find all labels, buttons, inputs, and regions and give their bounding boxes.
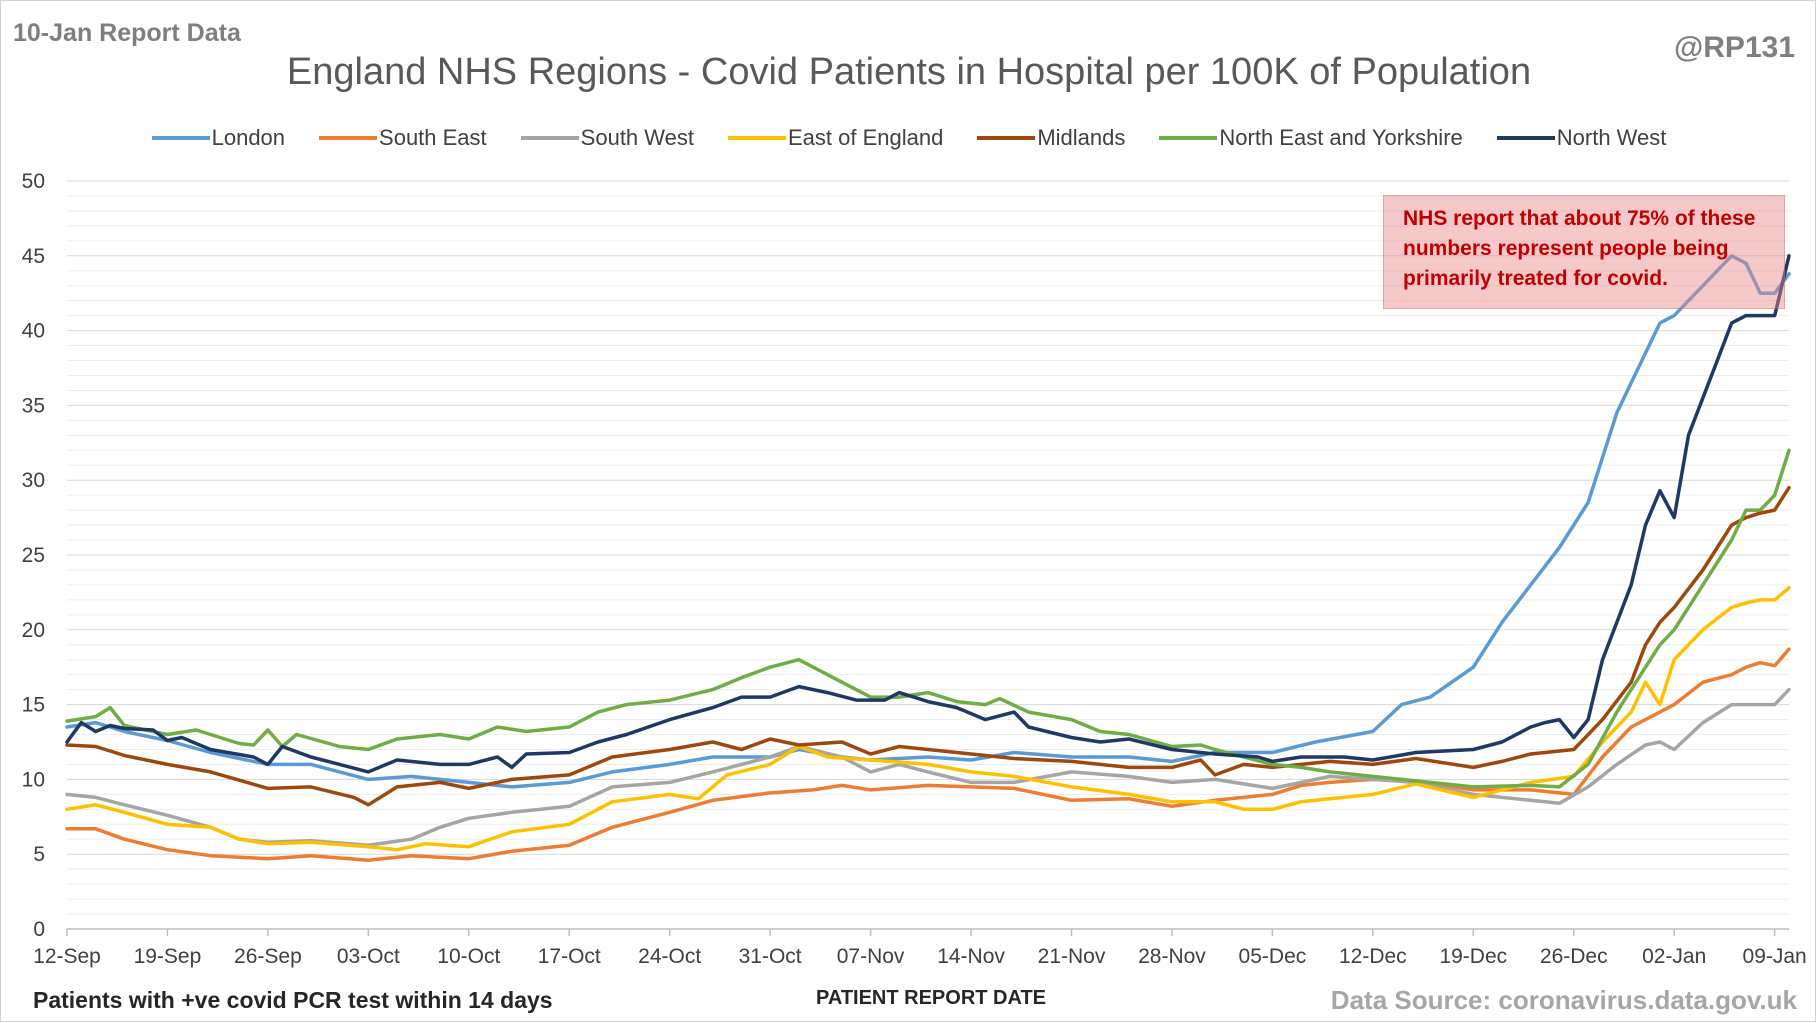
legend-label: South West [580,125,694,150]
series-line-london [65,254,1791,789]
legend-item: South East [319,125,487,151]
x-tick-label: 26-Dec [1540,945,1608,968]
x-tick-label: 19-Dec [1439,945,1507,968]
x-tick-label: 09-Jan [1743,945,1807,968]
x-tick-label: 14-Nov [937,945,1005,968]
x-tick-label: 24-Oct [638,945,701,968]
legend-item: Midlands [977,125,1125,151]
legend-swatch [319,136,378,140]
x-tick-label: 10-Oct [437,945,500,968]
legend-item: North East and Yorkshire [1159,125,1463,151]
legend: London South East South West East of Englan… [1,125,1816,151]
x-tick-label: 19-Sep [134,945,202,968]
legend-label: East of England [788,125,944,150]
y-tick-label: 10 [22,768,45,791]
y-tick-label: 5 [33,843,45,866]
y-tick-label: 20 [22,619,45,642]
legend-item: London [151,125,286,151]
data-source: Data Source: coronavirus.data.gov.uk [1330,985,1797,1015]
series-line-south-east [65,647,1791,862]
series-line-midlands [65,485,1791,807]
x-tick-label: 12-Dec [1339,945,1407,968]
x-tick-label: 17-Oct [538,945,601,968]
report-date-label: 10-Jan Report Data [13,19,241,47]
legend-label: South East [379,125,487,150]
y-tick-label: 15 [22,694,45,717]
y-tick-label: 30 [22,469,45,492]
series-line-east-of-england [65,586,1791,852]
legend-label: North East and Yorkshire [1219,125,1463,150]
x-axis-title: PATIENT REPORT DATE [816,987,1046,1009]
legend-swatch [1496,136,1555,140]
y-tick-label: 40 [22,320,45,343]
legend-swatch [1159,136,1218,140]
legend-swatch [520,136,579,140]
annotation-text: NHS report that about 75% of these numbe… [1403,207,1756,290]
legend-item: North West [1496,125,1667,151]
footer-subtitle: Patients with +ve covid PCR test within … [33,987,553,1013]
x-tick-label: 02-Jan [1642,945,1706,968]
chart-title: England NHS Regions - Covid Patients in … [286,51,1532,93]
x-tick-label: 28-Nov [1138,945,1206,968]
legend-label: Midlands [1037,125,1126,150]
legend-label: London [211,125,286,150]
y-tick-label: 35 [22,394,45,417]
series-line-north-west [65,254,1791,774]
x-tick-label: 21-Nov [1038,945,1106,968]
legend-label: North West [1556,125,1667,150]
y-tick-label: 0 [33,918,45,941]
y-tick-label: 45 [22,245,45,268]
author-handle: @RP131 [1674,31,1795,64]
legend-item: South West [520,125,694,151]
y-tick-label: 50 [22,170,45,193]
series-line-north-east-and-yorkshire [65,448,1791,789]
legend-swatch [151,136,210,140]
x-tick-label: 12-Sep [33,945,101,968]
x-tick-label: 26-Sep [234,945,302,968]
x-tick-label: 31-Oct [739,945,802,968]
annotation-box [1383,195,1785,309]
x-tick-label: 03-Oct [337,945,400,968]
x-tick-label: 07-Nov [837,945,905,968]
y-tick-label: 25 [22,544,45,567]
x-tick-label: 05-Dec [1239,945,1307,968]
legend-item: East of England [728,125,943,151]
legend-swatch [728,136,786,140]
legend-swatch [977,136,1036,140]
